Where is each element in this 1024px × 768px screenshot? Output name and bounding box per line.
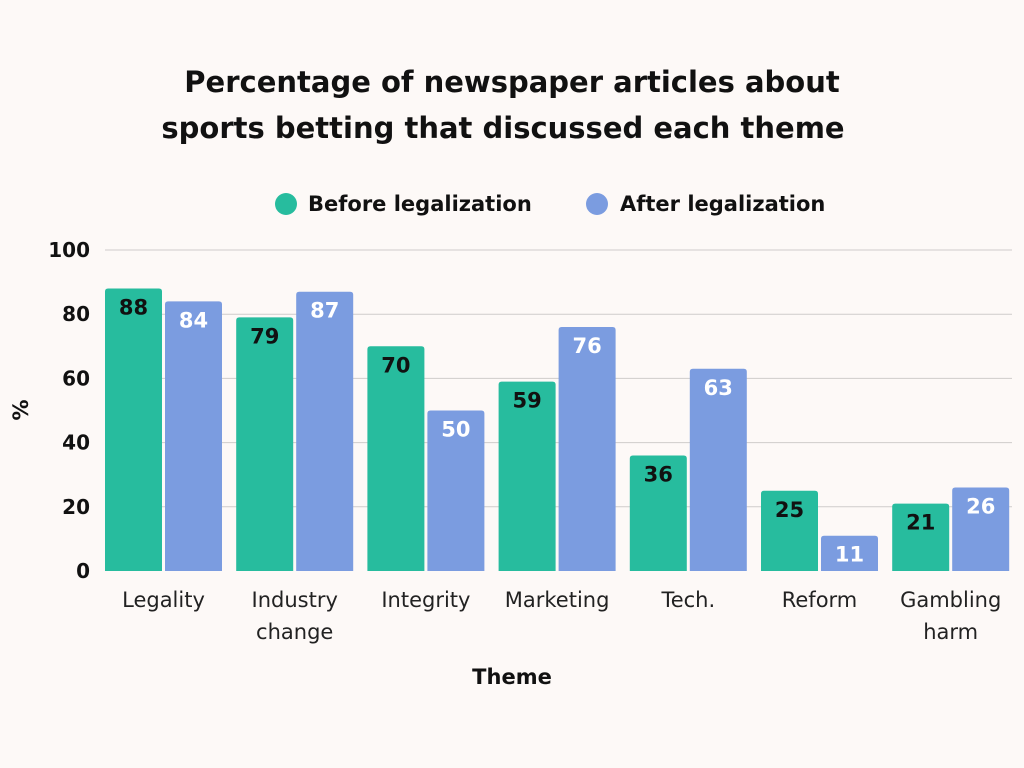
y-tick-label: 40 [62,431,90,455]
data-label: 70 [381,353,410,377]
bar-before [761,490,818,571]
data-label: 59 [512,389,541,413]
legend-swatch-after [586,193,608,215]
data-label: 21 [906,511,935,535]
chart-title-line-1: Percentage of newspaper articles about [184,65,840,99]
data-label: 79 [250,324,279,348]
bar-before [236,317,294,571]
bars [105,288,1010,571]
x-tick-label: Reform [782,588,858,612]
y-axis-ticks: 0 20 40 60 80 100 [48,238,90,583]
y-tick-label: 0 [76,559,90,583]
legend-label-before: Before legalization [308,192,532,216]
y-tick-label: 60 [62,366,90,390]
y-tick-label: 20 [62,495,90,519]
bar-after [427,410,485,571]
bar-after [689,368,747,571]
data-labels: 88 84 79 87 70 50 59 76 36 63 25 11 21 26 [119,296,995,567]
bar-before [629,455,687,571]
data-label: 25 [775,498,804,522]
legend: Before legalization After legalization [275,192,825,216]
data-label: 26 [966,495,995,519]
chart-title: Percentage of newspaper articles about s… [161,65,844,145]
data-label: 63 [704,376,733,400]
data-label: 88 [119,296,148,320]
bar-after [952,487,1010,571]
bar-after [821,535,878,571]
x-axis-label: Theme [472,665,552,689]
data-label: 11 [835,543,864,567]
y-tick-label: 100 [48,238,90,262]
bar-after [165,301,222,571]
bar-after [296,291,354,571]
x-tick-label: Gambling [900,588,1001,612]
y-tick-label: 80 [62,302,90,326]
bar-before [367,346,425,571]
data-label: 36 [644,462,673,486]
bar-after [558,327,616,571]
x-tick-label: change [256,620,333,644]
bar-before [892,503,950,571]
x-tick-label: Integrity [381,588,470,612]
legend-label-after: After legalization [620,192,825,216]
data-label: 76 [572,334,601,358]
bar-before [498,381,556,571]
bar-before [105,288,162,571]
data-label: 50 [441,418,470,442]
data-label: 84 [179,308,208,332]
x-tick-label: Marketing [505,588,610,612]
y-axis-label: % [9,399,33,420]
chart-title-line-2: sports betting that discussed each theme [161,111,844,145]
x-tick-label: Legality [122,588,205,612]
data-label: 87 [310,299,339,323]
legend-swatch-before [275,193,297,215]
x-tick-label: Tech. [660,588,715,612]
x-axis-ticks: Legality Industry change Integrity Marketing… [122,588,1001,644]
x-tick-label: Industry [252,588,338,612]
x-tick-label: harm [923,620,978,644]
